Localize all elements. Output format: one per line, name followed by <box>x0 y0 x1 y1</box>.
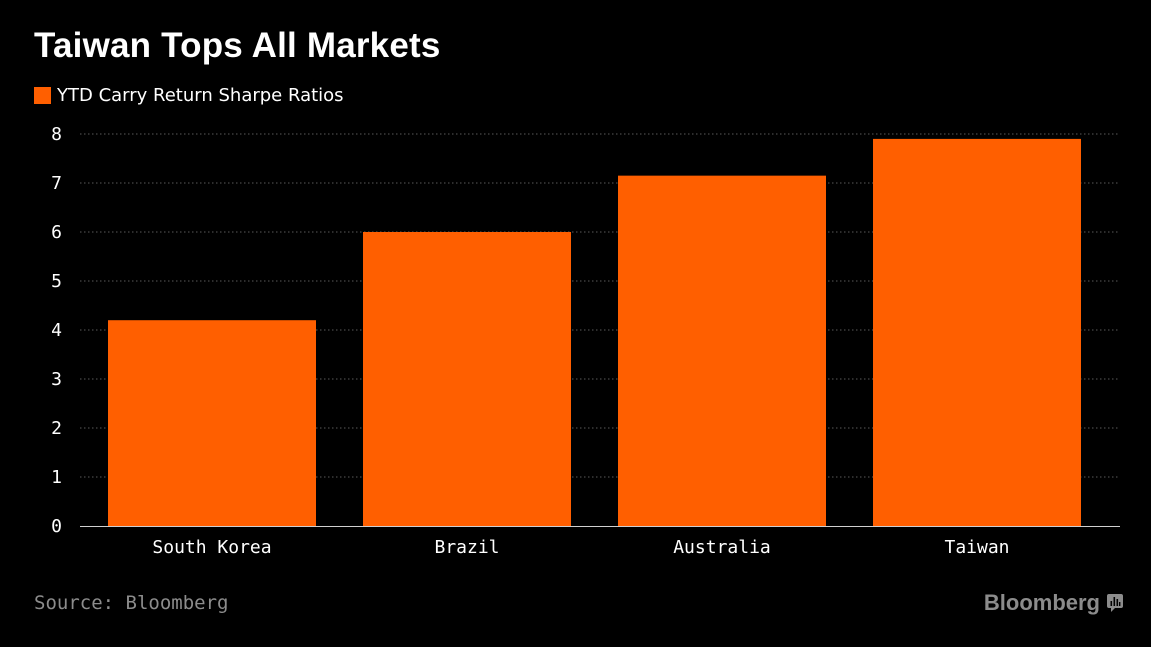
bar <box>108 320 316 526</box>
y-tick-label: 5 <box>51 271 62 292</box>
y-tick-label: 4 <box>51 320 62 341</box>
y-tick-label: 3 <box>51 369 62 390</box>
brand-logo: Bloomberg <box>984 590 1123 616</box>
legend: YTD Carry Return Sharpe Ratios <box>34 84 344 106</box>
y-tick-label: 8 <box>51 124 62 145</box>
legend-swatch <box>34 86 51 104</box>
x-tick-label: Australia <box>673 537 771 558</box>
chart-title: Taiwan Tops All Markets <box>34 26 441 65</box>
y-tick-label: 1 <box>51 467 62 488</box>
y-tick-label: 2 <box>51 418 62 439</box>
x-tick-label: Taiwan <box>944 537 1009 558</box>
x-tick-label: South Korea <box>152 537 271 558</box>
y-tick-label: 6 <box>51 222 62 243</box>
bar <box>363 232 571 526</box>
y-tick-label: 7 <box>51 173 62 194</box>
brand-name: Bloomberg <box>983 590 1100 615</box>
x-tick-label: Brazil <box>434 537 499 558</box>
bloomberg-terminal-icon <box>1107 594 1123 612</box>
bar <box>618 175 826 526</box>
source-note: Source: Bloomberg <box>34 592 229 614</box>
bar <box>873 138 1081 526</box>
y-tick-label: 0 <box>51 516 62 537</box>
legend-label: YTD Carry Return Sharpe Ratios <box>57 84 344 106</box>
